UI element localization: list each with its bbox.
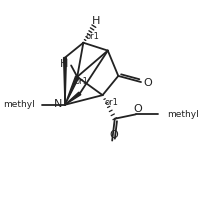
- Text: or1: or1: [75, 77, 88, 86]
- Text: or1: or1: [85, 33, 99, 41]
- Text: O: O: [144, 78, 152, 88]
- Polygon shape: [65, 92, 81, 105]
- Text: or1: or1: [104, 98, 118, 107]
- Text: H: H: [91, 16, 100, 26]
- Text: O: O: [133, 104, 142, 115]
- Polygon shape: [64, 58, 66, 105]
- Text: N: N: [54, 99, 62, 109]
- Text: O: O: [109, 130, 118, 140]
- Text: H: H: [60, 59, 68, 69]
- Polygon shape: [65, 76, 79, 105]
- Text: methyl: methyl: [3, 100, 34, 109]
- Text: methyl: methyl: [167, 110, 199, 119]
